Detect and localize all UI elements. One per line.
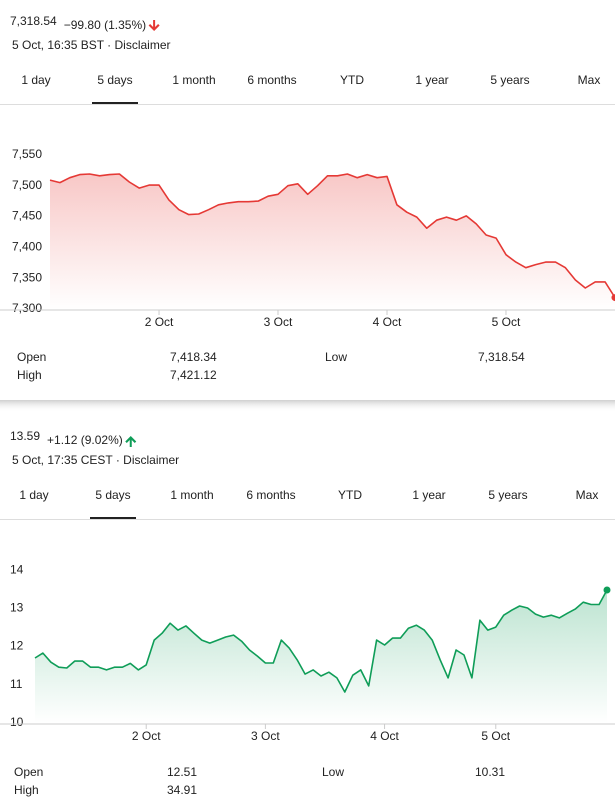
x-tick-label: 2 Oct — [145, 315, 174, 329]
last-point — [611, 294, 615, 302]
x-tick-label: 3 Oct — [251, 729, 280, 743]
tab[interactable]: Max — [578, 73, 601, 87]
x-tick-label: 5 Oct — [481, 729, 510, 743]
stat: High — [17, 368, 42, 382]
y-tick-label: 7,300 — [12, 301, 42, 315]
tab[interactable]: YTD — [340, 73, 364, 87]
stat: 10.31 — [475, 765, 505, 779]
stat: 7,418.34 — [170, 350, 217, 364]
stat: 7,421.12 — [170, 368, 217, 382]
y-tick-label: 7,350 — [12, 270, 42, 284]
tab[interactable]: 1 year — [415, 73, 448, 87]
y-tick-label: 10 — [10, 715, 24, 729]
change: +1.12 (9.02%) — [47, 433, 123, 447]
price: 7,318.54 — [10, 14, 57, 28]
stat: 7,318.54 — [478, 350, 525, 364]
last-point — [603, 586, 611, 594]
x-tick-label: 5 Oct — [492, 315, 521, 329]
y-tick-label: 14 — [10, 562, 24, 576]
y-tick-label: 7,550 — [12, 147, 42, 161]
stat: 34.91 — [167, 783, 197, 797]
timestamp: 5 Oct, 17:35 CEST · Disclaimer — [12, 453, 179, 467]
area — [50, 174, 615, 309]
change: −99.80 (1.35%) — [64, 18, 146, 32]
x-tick-label: 4 Oct — [370, 729, 399, 743]
stat: Low — [325, 350, 347, 364]
price-line — [34, 589, 608, 693]
price-line — [49, 173, 615, 299]
stat: Low — [322, 765, 344, 779]
tab[interactable]: 1 month — [172, 73, 215, 87]
stat: Open — [14, 765, 43, 779]
tab[interactable]: 5 years — [490, 73, 529, 87]
tab[interactable]: 1 day — [21, 73, 50, 87]
y-tick-label: 13 — [10, 601, 24, 615]
y-tick-label: 7,400 — [12, 240, 42, 254]
price: 13.59 — [10, 429, 40, 443]
tab-underline — [92, 102, 138, 105]
x-tick-label: 3 Oct — [264, 315, 293, 329]
tab[interactable]: Max — [576, 488, 599, 502]
tab[interactable]: 5 years — [488, 488, 527, 502]
y-tick-label: 7,500 — [12, 178, 42, 192]
change-arrow — [148, 20, 160, 31]
x-tick-label: 4 Oct — [373, 315, 402, 329]
tab[interactable]: 6 months — [247, 73, 296, 87]
tab[interactable]: 6 months — [246, 488, 295, 502]
area — [35, 590, 607, 723]
y-tick-label: 12 — [10, 639, 24, 653]
stat: High — [14, 783, 39, 797]
stat: 12.51 — [167, 765, 197, 779]
tab[interactable]: 1 month — [170, 488, 213, 502]
y-tick-label: 7,450 — [12, 209, 42, 223]
card-shadow — [0, 400, 615, 412]
tab[interactable]: 1 day — [19, 488, 48, 502]
tab[interactable]: YTD — [338, 488, 362, 502]
timestamp: 5 Oct, 16:35 BST · Disclaimer — [12, 38, 171, 52]
y-tick-label: 11 — [10, 677, 23, 691]
tab[interactable]: 1 year — [412, 488, 445, 502]
tab[interactable]: 5 days — [97, 73, 132, 87]
x-tick-label: 2 Oct — [132, 729, 161, 743]
stat: Open — [17, 350, 46, 364]
change-arrow — [125, 436, 137, 447]
tab[interactable]: 5 days — [95, 488, 130, 502]
tab-underline — [90, 517, 136, 520]
